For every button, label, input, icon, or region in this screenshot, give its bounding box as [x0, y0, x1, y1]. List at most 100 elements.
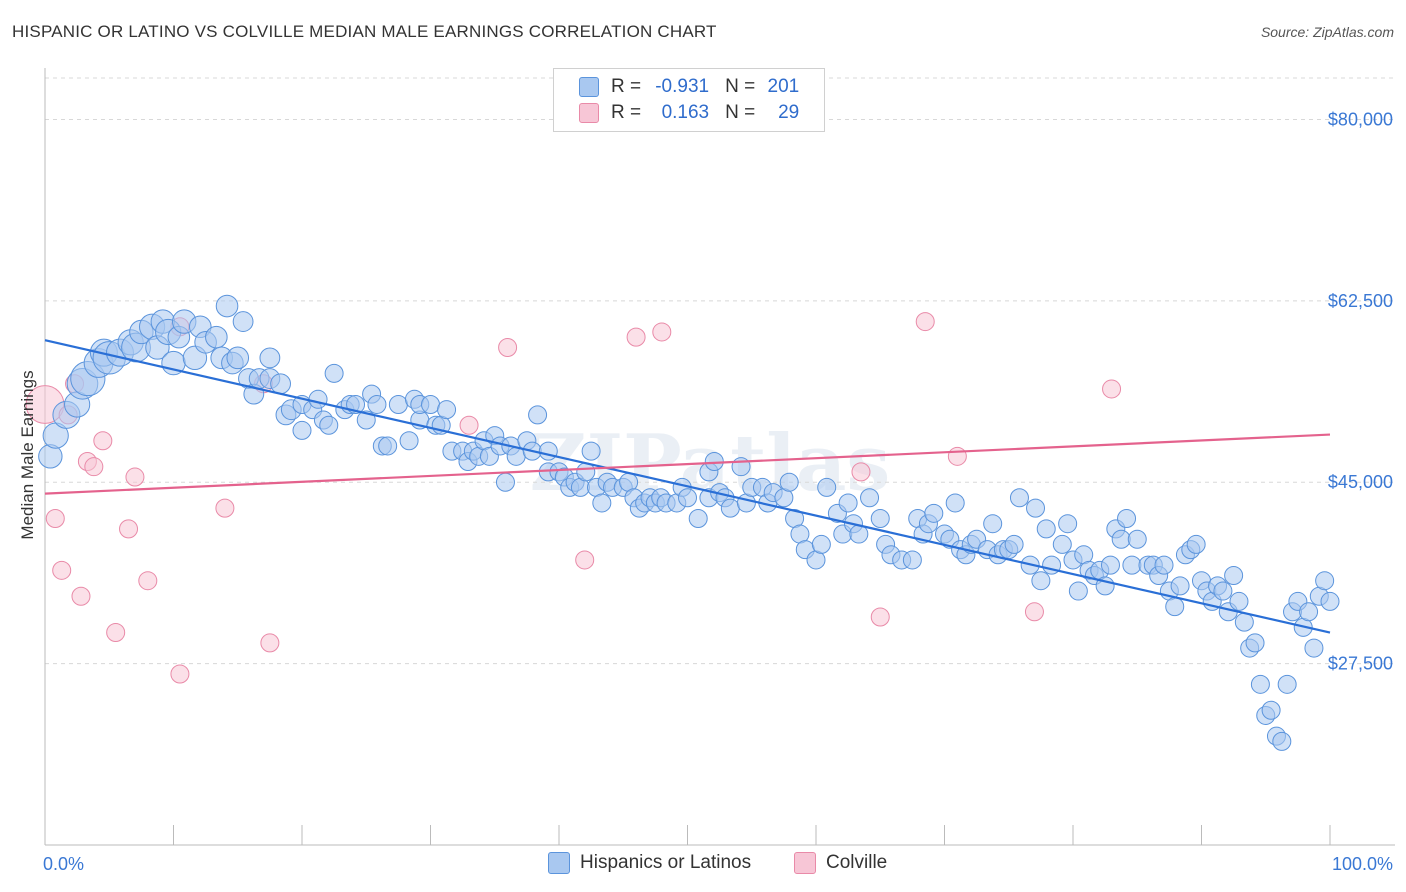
data-point [421, 394, 440, 414]
stats-legend: R = -0.931 N = 201 R = 0.163 N = 29 [553, 68, 825, 132]
data-point [1058, 514, 1078, 534]
x-tick-label-max: 100.0% [1332, 854, 1393, 874]
data-point [915, 312, 935, 332]
data-point [924, 503, 944, 523]
data-point [811, 534, 831, 554]
data-point [538, 441, 558, 461]
data-point [581, 441, 601, 461]
data-point [437, 400, 457, 420]
series-legend: Hispanics or Latinos Colville [0, 852, 1406, 876]
data-point [170, 664, 190, 684]
stats-row-hispanic: R = -0.931 N = 201 [554, 75, 799, 99]
data-point [1122, 555, 1142, 575]
data-point [870, 607, 890, 627]
r-label: R = [611, 76, 642, 97]
r-label: R = [611, 102, 642, 123]
colville-legend-swatch [794, 852, 816, 874]
data-point [367, 394, 387, 414]
data-point [1170, 576, 1190, 596]
data-point [259, 347, 281, 369]
data-point [1068, 581, 1088, 601]
y-tick-label: $27,500 [1328, 654, 1393, 674]
data-point [1024, 602, 1044, 622]
data-point [52, 560, 72, 580]
x-tick-label-min: 0.0% [43, 854, 84, 874]
data-point [1117, 509, 1137, 529]
data-point [399, 431, 419, 451]
data-point [84, 457, 104, 477]
hispanic-trend-line [44, 339, 1331, 634]
data-point [1165, 597, 1185, 617]
data-point [1154, 555, 1174, 575]
legend-label: Hispanics or Latinos [580, 852, 752, 873]
legend-item-colville[interactable]: Colville [794, 852, 887, 874]
data-point [106, 623, 126, 643]
data-point [945, 493, 965, 513]
data-point [592, 493, 612, 513]
data-point [1036, 519, 1056, 539]
data-point [860, 488, 880, 508]
data-point [292, 420, 312, 440]
n-value: 201 [767, 76, 800, 97]
data-point [1250, 674, 1270, 694]
data-point [356, 410, 376, 430]
legend-item-hispanic[interactable]: Hispanics or Latinos [548, 852, 751, 874]
data-point [308, 389, 328, 409]
data-point [1277, 674, 1297, 694]
x-tick-labels: 0.0% 100.0% [43, 854, 1393, 874]
data-point [232, 311, 254, 332]
data-point [1127, 529, 1147, 549]
hispanic-swatch [579, 77, 599, 97]
data-point [1261, 700, 1281, 720]
data-point [215, 498, 235, 518]
data-point [119, 519, 139, 539]
data-point [226, 346, 250, 370]
data-point [1004, 534, 1024, 554]
data-point [1299, 602, 1319, 622]
data-point [319, 415, 339, 435]
data-point [1009, 488, 1029, 508]
data-point [215, 294, 239, 318]
data-point [495, 472, 515, 492]
data-point [528, 405, 548, 425]
data-point [260, 633, 280, 653]
r-value: 0.163 [661, 102, 710, 123]
y-tick-label: $62,500 [1328, 291, 1393, 311]
data-point [125, 467, 145, 487]
data-point [838, 493, 858, 513]
stats-row-colville: R = 0.163 N = 29 [554, 101, 799, 125]
data-point [1245, 633, 1265, 653]
data-point [45, 509, 65, 529]
data-point [1272, 731, 1292, 751]
data-point [1304, 638, 1324, 658]
data-point [779, 472, 799, 492]
data-point [678, 488, 697, 508]
data-point [720, 498, 740, 518]
data-point [138, 571, 158, 591]
y-tick-label: $45,000 [1328, 472, 1393, 492]
data-point [1234, 612, 1254, 632]
chart-title: HISPANIC OR LATINO VS COLVILLE MEDIAN MA… [12, 22, 717, 41]
data-point [1186, 534, 1206, 554]
data-point [851, 462, 871, 482]
data-point [947, 446, 967, 466]
source-credit: Source: ZipAtlas.com [1260, 24, 1394, 40]
data-point [378, 436, 398, 456]
n-label: N = [725, 102, 756, 123]
data-point [1224, 566, 1244, 586]
data-point [1315, 571, 1335, 591]
data-point [902, 550, 922, 570]
data-point [870, 509, 890, 529]
data-point [1213, 581, 1233, 601]
data-point [324, 363, 344, 383]
data-point [93, 431, 113, 451]
data-point [817, 477, 837, 497]
data-point [575, 550, 595, 570]
data-point [1026, 498, 1046, 518]
data-point [652, 322, 672, 342]
n-value: 29 [778, 102, 800, 123]
data-point [1111, 529, 1131, 549]
data-point [1052, 534, 1072, 554]
data-point [1229, 591, 1249, 611]
